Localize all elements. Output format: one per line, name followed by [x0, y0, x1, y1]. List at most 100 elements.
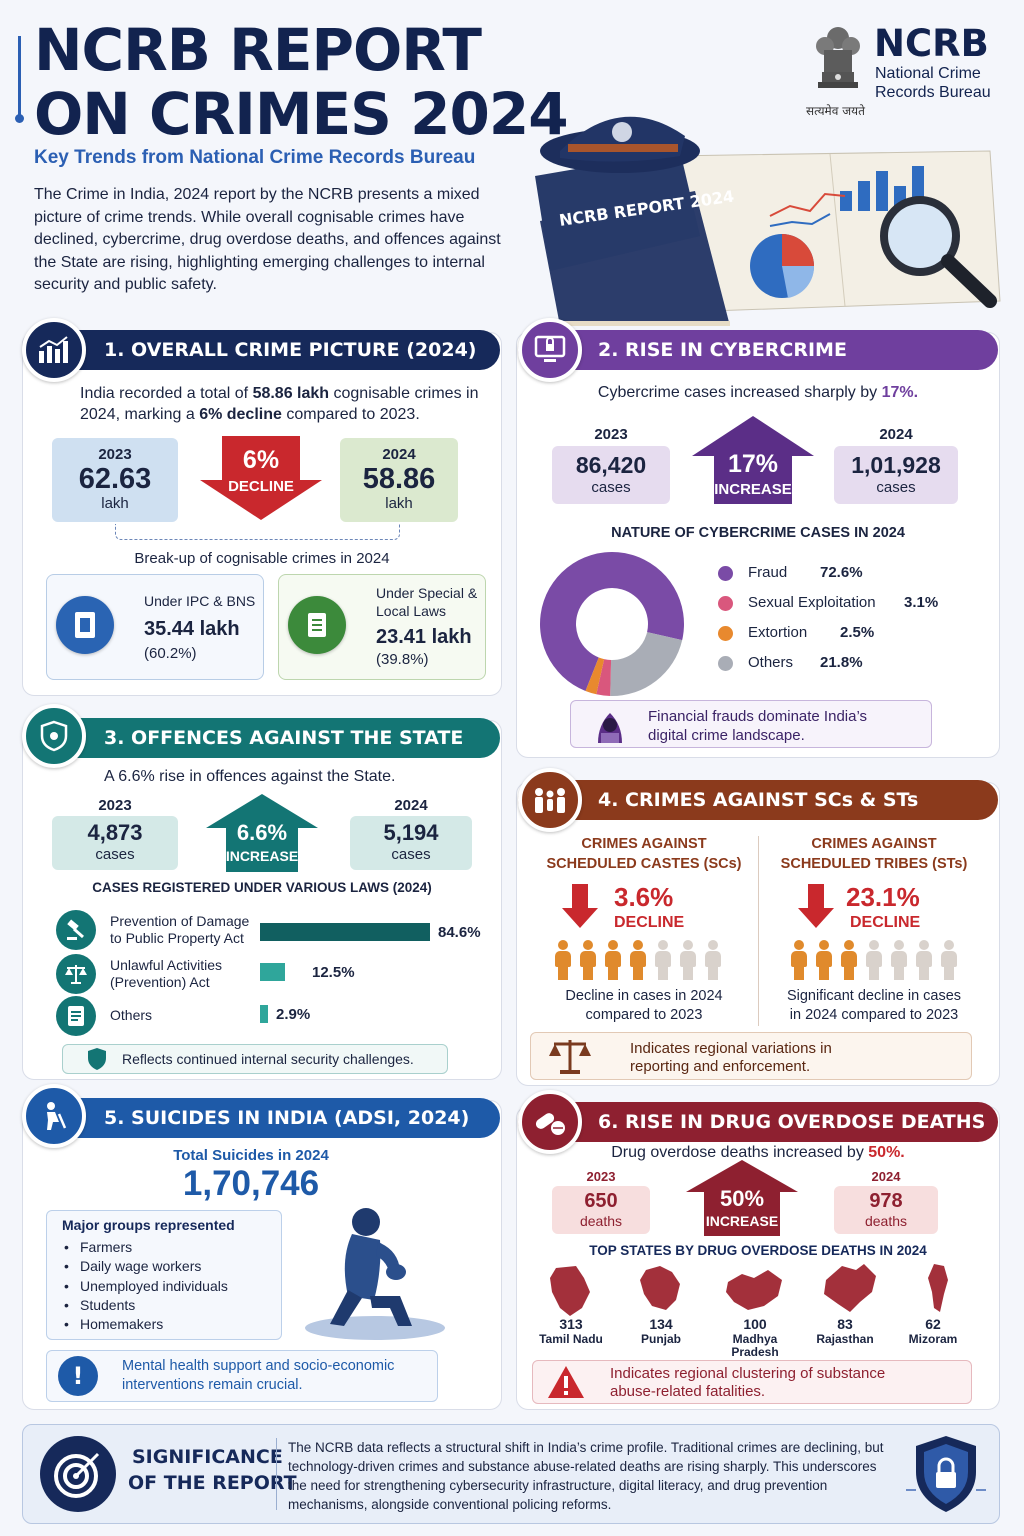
s5-note-line1: Mental health support and socio-economic	[122, 1358, 395, 1374]
person-icon	[940, 940, 958, 980]
scales-icon	[56, 954, 96, 994]
emblem-motto: सत्यमेव जयते	[806, 104, 865, 118]
s4-note-box	[530, 1032, 972, 1080]
s6-state-name: Tamil Nadu	[539, 1332, 603, 1346]
s1-2024-box: 2024 58.86 lakh	[340, 438, 458, 522]
scales-justice-icon	[548, 1036, 592, 1076]
legend-label: Fraud	[748, 564, 788, 581]
s3-2024-value: 5,194	[383, 820, 439, 845]
s6-2023-value: 650	[584, 1190, 618, 1212]
s3-2023-label: 2023	[98, 797, 132, 814]
s6-change-label: INCREASE	[705, 1213, 779, 1229]
s2-2023-box: 86,420 cases	[552, 446, 670, 504]
s1-intro: India recorded a total of 58.86 lakh cog…	[80, 385, 479, 423]
s3-law1-bar	[260, 923, 430, 941]
legend-value: 2.5%	[840, 624, 875, 641]
s3-change-label: INCREASE	[225, 848, 299, 864]
s6-increase-arrow	[686, 1160, 798, 1236]
person-icon	[554, 940, 572, 980]
s1-sll-label-1: Under Special &	[376, 585, 478, 601]
person-icon	[704, 940, 722, 980]
legend-value: 3.1%	[904, 594, 939, 611]
section-5-title: 5. SUICIDES IN INDIA (ADSI, 2024)	[24, 1098, 500, 1138]
person-icon	[790, 940, 808, 980]
intro-text: The Crime in India, 2024 report by the N…	[34, 186, 501, 293]
title-accent-bar	[18, 36, 21, 118]
legend-row-extortion: Extortion 2.5%	[718, 623, 988, 645]
donut-slice-sexual-exploitation	[596, 659, 612, 696]
distressed-person-icon	[22, 1084, 86, 1148]
person-icon	[865, 940, 883, 980]
s4-sc-note-2: compared to 2023	[585, 1007, 703, 1023]
title-accent-dot	[15, 114, 24, 123]
s3-law1-l2: to Public Property Act	[110, 930, 244, 946]
s3-laws-title: CASES REGISTERED UNDER VARIOUS LAWS (202…	[92, 880, 432, 895]
page-title-line2: ON CRIMES 2024	[34, 80, 569, 148]
s4-st-people-row	[790, 940, 1000, 982]
computer-lock-icon	[518, 318, 582, 382]
s4-sc-title-2: SCHEDULED CASTES (SCs)	[546, 856, 742, 872]
s2-change-value: 17%	[727, 450, 779, 478]
s3-note-box	[62, 1044, 448, 1074]
s6-2023-unit: deaths	[579, 1213, 623, 1229]
sitting-person-illustration	[300, 1200, 450, 1340]
section-drug-overdose	[516, 1106, 1000, 1410]
s6-change-value: 50%	[719, 1186, 765, 1211]
s2-donut-chart	[538, 550, 686, 698]
s4-st-value: 23.1%	[846, 882, 920, 912]
state-map-madhya-pradesh	[724, 1268, 786, 1314]
s4-st-label: DECLINE	[850, 914, 921, 931]
footer-title-1: SIGNIFICANCE	[132, 1446, 283, 1468]
s6-note-line1: Indicates regional clustering of substan…	[610, 1365, 886, 1382]
footer-divider	[276, 1438, 277, 1510]
s6-2023-label: 2023	[586, 1169, 616, 1184]
s6-state-name: Madhya	[732, 1332, 778, 1346]
s4-st-down-arrow	[798, 884, 834, 928]
legend-value: 21.8%	[820, 654, 863, 671]
s1-change-label: DECLINE	[228, 478, 294, 495]
s4-st-note-2: in 2024 compared to 2023	[789, 1007, 959, 1023]
logo-abbr: NCRB	[874, 22, 989, 65]
legend-swatch	[718, 566, 733, 581]
state-map-tamil-nadu	[546, 1264, 596, 1318]
s6-2024-box: 978 deaths	[834, 1186, 938, 1234]
s4-note-line2: reporting and enforcement.	[630, 1058, 811, 1075]
s6-state-value: 62	[925, 1316, 941, 1332]
s4-sc-people-row	[554, 940, 764, 982]
s3-2024-label: 2024	[394, 797, 428, 814]
logo-name-line1: National Crime	[875, 65, 981, 82]
s2-note-box	[570, 700, 932, 748]
family-icon	[518, 768, 582, 832]
s3-law1-value: 84.6%	[438, 924, 481, 941]
s3-law3-bar	[260, 1005, 268, 1023]
target-icon	[40, 1436, 116, 1512]
s5-note-line2: interventions remain crucial.	[122, 1377, 303, 1393]
s1-2023-box: 2023 62.63 lakh	[52, 438, 178, 522]
s1-decline-arrow	[200, 436, 322, 520]
s3-intro: A 6.6% rise in offences against the Stat…	[104, 768, 396, 785]
person-icon	[629, 940, 647, 980]
legend-row-others: Others 21.8%	[718, 653, 988, 675]
document-list-icon	[56, 996, 96, 1036]
s3-law3-l1: Others	[110, 1007, 153, 1023]
s1-2024-value: 58.86	[362, 463, 436, 495]
s3-2023-box: 4,873 cases	[52, 816, 178, 870]
person-icon	[915, 940, 933, 980]
section-2-title: 2. RISE IN CYBERCRIME	[518, 330, 998, 370]
state-map-mizoram	[924, 1262, 952, 1314]
shield-lock-icon	[904, 1430, 988, 1518]
s3-change-value: 6.6%	[236, 820, 288, 845]
footer-title-2: OF THE REPORT	[128, 1472, 297, 1494]
s5-groups-title: Major groups represented	[62, 1217, 235, 1233]
s5-total-label: Total Suicides in 2024	[173, 1147, 329, 1164]
s3-2024-unit: cases	[391, 846, 431, 863]
s1-sll-label-2: Local Laws	[376, 603, 447, 619]
s3-law3-value: 2.9%	[276, 1006, 311, 1023]
s6-note-box	[532, 1360, 972, 1404]
s4-st-note-1: Significant decline in cases	[786, 988, 962, 1004]
s1-2023-label: 2023	[98, 446, 132, 463]
s1-2024-label: 2024	[382, 446, 416, 463]
s6-note-line2: abuse-related fatalities.	[610, 1383, 766, 1400]
significance-panel	[22, 1424, 1000, 1524]
legend-swatch	[718, 626, 733, 641]
